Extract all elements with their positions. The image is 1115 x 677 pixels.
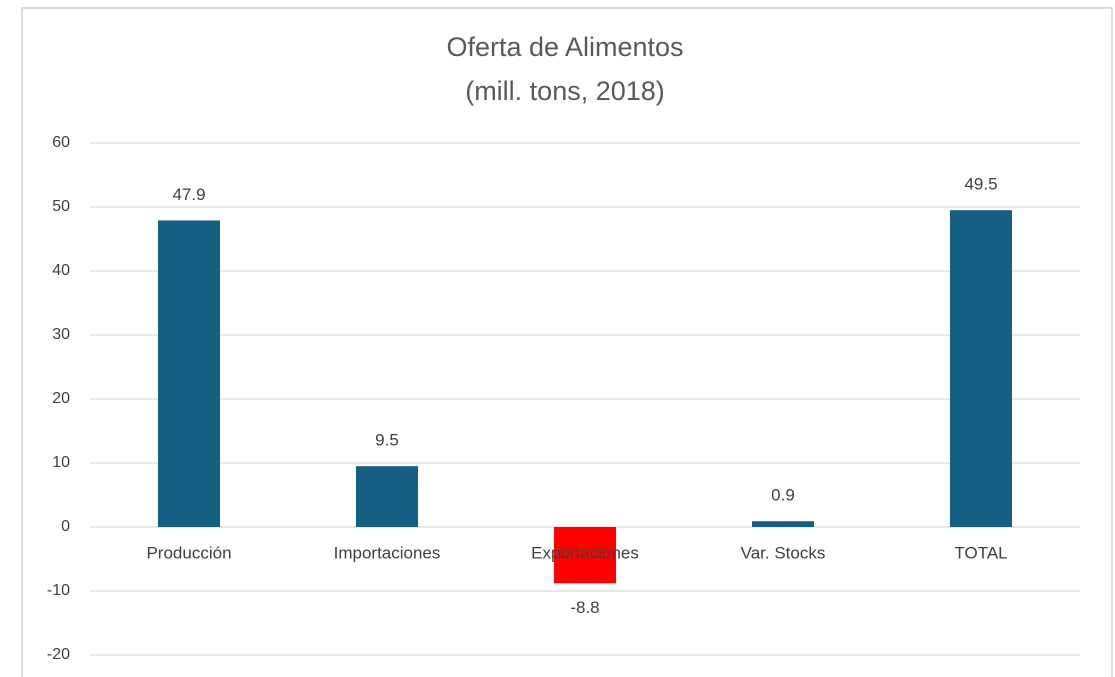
bar bbox=[752, 521, 814, 527]
chart-subtitle: (mill. tons, 2018) bbox=[465, 76, 665, 106]
data-label: 9.5 bbox=[375, 431, 399, 450]
data-label: 47.9 bbox=[172, 185, 205, 204]
data-label: 49.5 bbox=[964, 175, 997, 194]
data-label: -8.8 bbox=[570, 598, 599, 617]
x-tick-label: Producción bbox=[146, 543, 231, 562]
y-tick-label: -20 bbox=[47, 646, 70, 663]
x-tick-label: Var. Stocks bbox=[741, 543, 826, 562]
chart-title: Oferta de Alimentos bbox=[446, 32, 683, 62]
y-tick-label: 0 bbox=[61, 518, 70, 535]
y-tick-label: 30 bbox=[52, 326, 70, 343]
data-label: 0.9 bbox=[771, 486, 795, 505]
x-tick-label: TOTAL bbox=[954, 543, 1007, 562]
y-tick-label: 40 bbox=[52, 262, 70, 279]
bar bbox=[554, 527, 616, 584]
bar bbox=[950, 210, 1012, 527]
bar bbox=[356, 466, 418, 527]
y-tick-label: 60 bbox=[52, 134, 70, 151]
y-tick-label: 50 bbox=[52, 198, 70, 215]
y-tick-label: 20 bbox=[52, 390, 70, 407]
x-tick-label: Importaciones bbox=[334, 543, 441, 562]
bar bbox=[158, 220, 220, 527]
y-tick-label: -10 bbox=[47, 582, 70, 599]
y-tick-label: 10 bbox=[52, 454, 70, 471]
x-tick-label: Exportaciones bbox=[531, 543, 639, 562]
